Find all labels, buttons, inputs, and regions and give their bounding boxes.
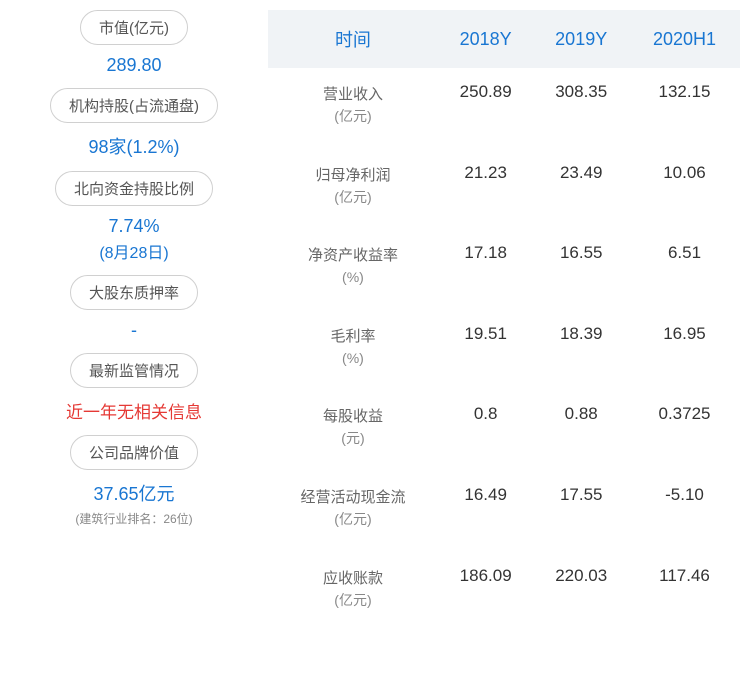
- row-label-cell: 归母净利润 (亿元): [268, 149, 438, 230]
- row-unit: (亿元): [276, 510, 430, 530]
- cell-2018: 16.49: [438, 471, 534, 552]
- brand-value-label: 公司品牌价值: [70, 435, 198, 470]
- row-label-cell: 每股收益 (元): [268, 390, 438, 471]
- row-label-cell: 毛利率 (%): [268, 310, 438, 391]
- pledge-rate-value: -: [131, 320, 137, 341]
- pledge-rate-label: 大股东质押率: [70, 275, 198, 310]
- cell-2019: 0.88: [533, 390, 629, 471]
- table-row: 经营活动现金流 (亿元) 16.49 17.55 -5.10: [268, 471, 740, 552]
- cell-2019: 23.49: [533, 149, 629, 230]
- cell-2018: 17.18: [438, 229, 534, 310]
- table-row: 应收账款 (亿元) 186.09 220.03 117.46: [268, 552, 740, 633]
- inst-holding-label: 机构持股(占流通盘): [50, 88, 218, 123]
- table-row: 归母净利润 (亿元) 21.23 23.49 10.06: [268, 149, 740, 230]
- header-2019: 2019Y: [533, 10, 629, 68]
- right-panel: 时间 2018Y 2019Y 2020H1 营业收入 (亿元) 250.89 3…: [268, 10, 750, 668]
- row-label: 每股收益: [276, 406, 430, 427]
- header-2018: 2018Y: [438, 10, 534, 68]
- row-label: 营业收入: [276, 84, 430, 105]
- financial-table: 时间 2018Y 2019Y 2020H1 营业收入 (亿元) 250.89 3…: [268, 10, 740, 632]
- row-unit: (%): [276, 349, 430, 369]
- table-body: 营业收入 (亿元) 250.89 308.35 132.15 归母净利润 (亿元…: [268, 68, 740, 632]
- regulatory-value: 近一年无相关信息: [66, 398, 202, 423]
- cell-2020h1: 10.06: [629, 149, 740, 230]
- table-row: 每股收益 (元) 0.8 0.88 0.3725: [268, 390, 740, 471]
- brand-value-value: 37.65亿元: [93, 480, 174, 506]
- market-cap-value: 289.80: [106, 55, 161, 76]
- table-row: 毛利率 (%) 19.51 18.39 16.95: [268, 310, 740, 391]
- row-label: 经营活动现金流: [276, 487, 430, 508]
- regulatory-label: 最新监管情况: [70, 353, 198, 388]
- header-time: 时间: [268, 10, 438, 68]
- cell-2019: 18.39: [533, 310, 629, 391]
- cell-2019: 17.55: [533, 471, 629, 552]
- cell-2020h1: 132.15: [629, 68, 740, 149]
- row-unit: (亿元): [276, 591, 430, 611]
- cell-2020h1: 117.46: [629, 552, 740, 633]
- brand-value-footnote: (建筑行业排名：26位): [75, 510, 192, 527]
- cell-2020h1: 6.51: [629, 229, 740, 310]
- row-label: 毛利率: [276, 326, 430, 347]
- cell-2018: 186.09: [438, 552, 534, 633]
- left-panel: 市值(亿元) 289.80 机构持股(占流通盘) 98家(1.2%) 北向资金持…: [0, 10, 268, 668]
- row-label-cell: 营业收入 (亿元): [268, 68, 438, 149]
- inst-holding-value: 98家(1.2%): [88, 133, 179, 159]
- cell-2018: 21.23: [438, 149, 534, 230]
- cell-2019: 308.35: [533, 68, 629, 149]
- cell-2018: 0.8: [438, 390, 534, 471]
- row-unit: (%): [276, 268, 430, 288]
- table-header-row: 时间 2018Y 2019Y 2020H1: [268, 10, 740, 68]
- row-label-cell: 应收账款 (亿元): [268, 552, 438, 633]
- table-row: 营业收入 (亿元) 250.89 308.35 132.15: [268, 68, 740, 149]
- cell-2020h1: 0.3725: [629, 390, 740, 471]
- row-unit: (亿元): [276, 107, 430, 127]
- cell-2019: 16.55: [533, 229, 629, 310]
- cell-2019: 220.03: [533, 552, 629, 633]
- cell-2020h1: 16.95: [629, 310, 740, 391]
- market-cap-label: 市值(亿元): [80, 10, 188, 45]
- row-label: 净资产收益率: [276, 245, 430, 266]
- cell-2018: 19.51: [438, 310, 534, 391]
- row-label-cell: 经营活动现金流 (亿元): [268, 471, 438, 552]
- north-capital-sub: (8月28日): [99, 239, 168, 263]
- row-unit: (亿元): [276, 188, 430, 208]
- row-label: 应收账款: [276, 568, 430, 589]
- table-row: 净资产收益率 (%) 17.18 16.55 6.51: [268, 229, 740, 310]
- row-label-cell: 净资产收益率 (%): [268, 229, 438, 310]
- row-unit: (元): [276, 429, 430, 449]
- north-capital-label: 北向资金持股比例: [55, 171, 213, 206]
- header-2020h1: 2020H1: [629, 10, 740, 68]
- cell-2020h1: -5.10: [629, 471, 740, 552]
- cell-2018: 250.89: [438, 68, 534, 149]
- row-label: 归母净利润: [276, 165, 430, 186]
- north-capital-value: 7.74%: [108, 216, 159, 237]
